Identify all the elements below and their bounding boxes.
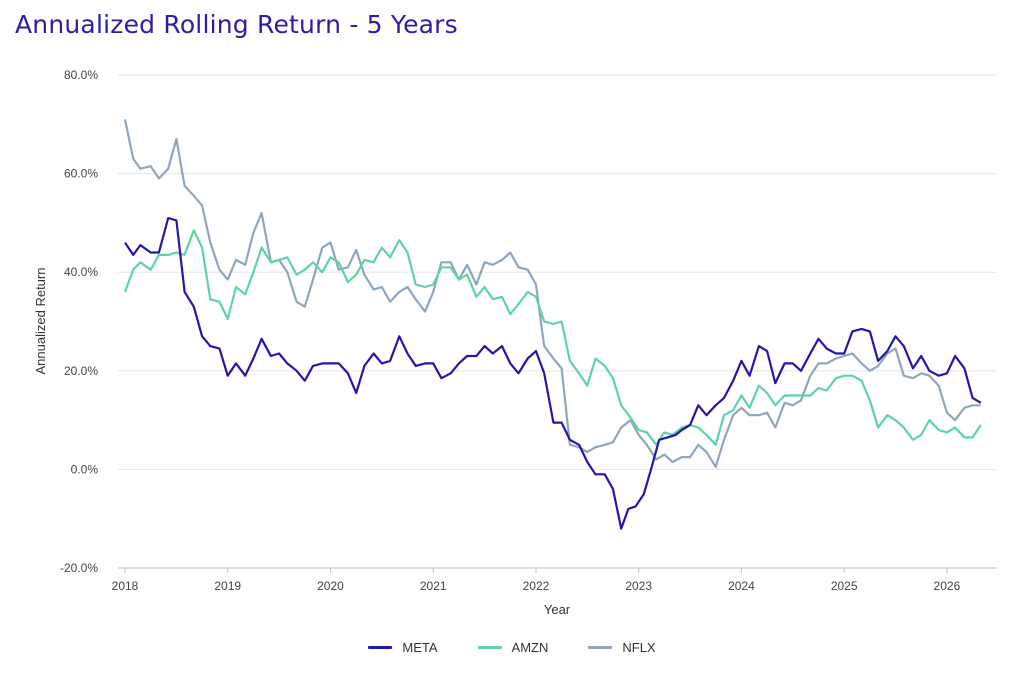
x-tick-label: 2026 — [934, 579, 961, 593]
x-tick-label: 2020 — [317, 579, 344, 593]
series-line-amzn — [123, 229, 982, 446]
legend-item-amzn[interactable]: AMZN — [477, 640, 549, 655]
legend-label: NFLX — [622, 640, 656, 655]
y-axis-label: Annualized Return — [33, 268, 48, 375]
series-line-nflx — [123, 119, 981, 468]
y-tick-label: 80.0% — [64, 68, 98, 82]
legend-item-nflx[interactable]: NFLX — [588, 640, 656, 655]
legend-swatch — [477, 646, 502, 649]
y-tick-label: 20.0% — [64, 364, 98, 378]
legend-item-meta[interactable]: META — [368, 640, 438, 655]
chart-legend: META AMZN NFLX — [0, 640, 1024, 655]
legend-label: AMZN — [511, 640, 549, 655]
series-line-meta — [124, 216, 982, 530]
legend-swatch — [588, 646, 613, 649]
series-lines — [123, 119, 982, 530]
x-axis-ticks: 2018 2019 2020 2021 2022 2023 2024 2025 2026 — [112, 568, 961, 593]
legend-swatch — [368, 646, 393, 649]
grid-lines — [118, 74, 997, 470]
y-axis-ticks: -20.0% 0.0% 20.0% 40.0% 60.0% 80.0% — [60, 68, 98, 575]
x-tick-label: 2024 — [728, 579, 755, 593]
x-tick-label: 2025 — [831, 579, 858, 593]
legend-label: META — [402, 640, 438, 655]
y-tick-label: 40.0% — [64, 265, 98, 279]
x-tick-label: 2023 — [625, 579, 652, 593]
x-tick-label: 2021 — [420, 579, 447, 593]
chart-title: Annualized Rolling Return - 5 Years — [15, 10, 458, 39]
y-tick-label: 60.0% — [64, 167, 98, 181]
x-tick-label: 2019 — [214, 579, 241, 593]
y-tick-label: 0.0% — [71, 462, 99, 476]
x-tick-label: 2022 — [523, 579, 550, 593]
x-tick-label: 2018 — [112, 579, 139, 593]
x-axis-label: Year — [544, 602, 571, 617]
y-tick-label: -20.0% — [60, 561, 98, 575]
